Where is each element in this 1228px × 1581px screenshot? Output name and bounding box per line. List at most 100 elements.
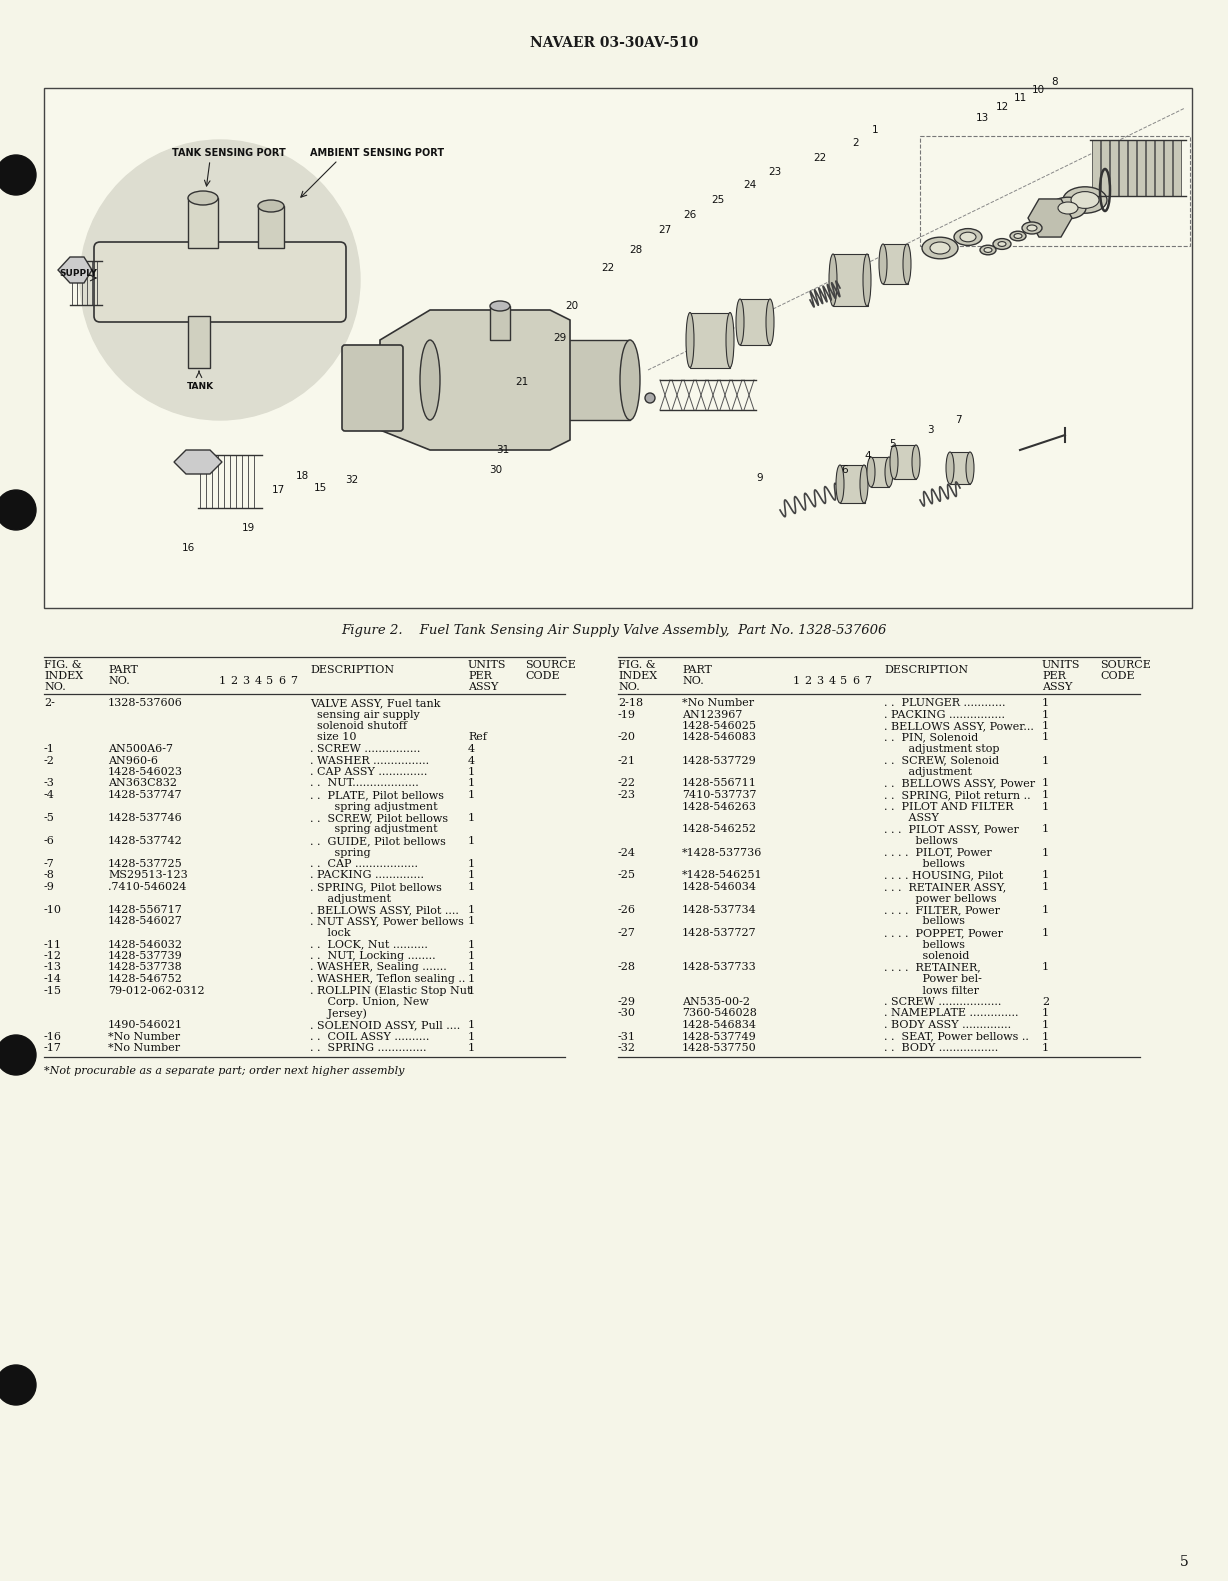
Text: . .  BODY .................: . . BODY ................. [884,1043,998,1053]
Text: 29: 29 [554,334,566,343]
Text: 7410-537737: 7410-537737 [682,790,756,800]
Text: 1: 1 [1043,825,1049,835]
Text: 16: 16 [182,542,194,553]
Text: -11: -11 [44,939,61,950]
Ellipse shape [954,229,982,245]
Text: 1: 1 [468,813,475,824]
Text: 3: 3 [817,677,824,686]
Circle shape [80,141,360,421]
Text: 1428-546752: 1428-546752 [108,974,183,983]
Text: 1: 1 [1043,928,1049,938]
Text: 1: 1 [1043,732,1049,743]
Ellipse shape [998,242,1006,247]
Text: 1328-537606: 1328-537606 [108,697,183,708]
Text: 1: 1 [468,985,475,996]
Text: *Not procurable as a separate part; order next higher assembly: *Not procurable as a separate part; orde… [44,1067,404,1077]
Bar [188,316,210,368]
Ellipse shape [1063,187,1106,213]
Text: AN363C832: AN363C832 [108,778,177,789]
Text: . .  LOCK, Nut ..........: . . LOCK, Nut .......... [309,939,427,950]
Text: 1: 1 [1043,697,1049,708]
Bar [430,340,630,421]
Text: AN123967: AN123967 [682,710,743,719]
Text: 5: 5 [840,677,847,686]
Polygon shape [174,451,222,474]
Text: 1428-537742: 1428-537742 [108,836,183,846]
Text: . SCREW ................: . SCREW ................ [309,745,420,754]
Text: 1428-546034: 1428-546034 [682,882,756,892]
Circle shape [0,1364,36,1406]
Ellipse shape [960,232,976,242]
Text: NO.: NO. [618,681,640,692]
Bar [44,89,1192,609]
Ellipse shape [686,313,694,367]
Text: 23: 23 [769,168,782,177]
Text: adjustment: adjustment [884,767,973,776]
Bar [1156,141,1163,196]
FancyBboxPatch shape [343,345,403,432]
Text: 1: 1 [468,904,475,915]
Text: -12: -12 [44,952,61,961]
Bar [1110,141,1117,196]
Bar [950,452,970,484]
Text: 31: 31 [496,444,510,455]
Text: -19: -19 [618,710,636,719]
Text: 1: 1 [1043,802,1049,811]
FancyBboxPatch shape [95,242,346,323]
Text: 11: 11 [1013,93,1027,103]
Text: bellows: bellows [884,917,965,926]
Circle shape [0,1036,36,1075]
Text: 27: 27 [658,225,672,236]
Text: SUPPLY: SUPPLY [59,269,97,278]
Text: 4: 4 [468,745,475,754]
Text: 9: 9 [756,473,764,484]
Text: *No Number: *No Number [108,1031,181,1042]
Text: 1428-537739: 1428-537739 [108,952,183,961]
Text: 12: 12 [996,103,1008,112]
Text: 22: 22 [602,262,615,274]
Text: -23: -23 [618,790,636,800]
Text: AN960-6: AN960-6 [108,756,158,765]
Text: . . . .  RETAINER,: . . . . RETAINER, [884,963,981,972]
Bar [920,136,1190,247]
Ellipse shape [922,237,958,259]
Text: -14: -14 [44,974,61,983]
Text: 1: 1 [1043,847,1049,857]
Text: FIG. &: FIG. & [44,659,81,670]
Text: . .  NUT...................: . . NUT................... [309,778,419,789]
Ellipse shape [1059,202,1078,213]
Text: 1: 1 [468,871,475,881]
Text: . . . .  POPPET, Power: . . . . POPPET, Power [884,928,1003,938]
Polygon shape [58,258,92,283]
Text: -31: -31 [618,1031,636,1042]
Text: 1: 1 [468,1043,475,1053]
Text: 1428-546252: 1428-546252 [682,825,756,835]
Text: 1428-556711: 1428-556711 [682,778,756,789]
Text: -32: -32 [618,1043,636,1053]
Text: ASSY: ASSY [1043,681,1072,692]
Text: 1428-556717: 1428-556717 [108,904,183,915]
Text: 2: 2 [804,677,812,686]
Text: VALVE ASSY, Fuel tank: VALVE ASSY, Fuel tank [309,697,441,708]
Ellipse shape [1071,191,1099,209]
Text: 1: 1 [468,963,475,972]
Text: . PACKING ..............: . PACKING .............. [309,871,424,881]
Text: bellows: bellows [884,939,965,950]
Text: INDEX: INDEX [618,670,657,681]
Text: -26: -26 [618,904,636,915]
Text: 1428-546834: 1428-546834 [682,1020,756,1029]
Text: 1: 1 [872,125,878,134]
Text: . BELLOWS ASSY, Power...: . BELLOWS ASSY, Power... [884,721,1034,730]
Text: 30: 30 [490,465,502,474]
Ellipse shape [1050,198,1086,218]
Text: . WASHER ................: . WASHER ................ [309,756,429,765]
Text: 1428-546023: 1428-546023 [108,767,183,776]
Text: . CAP ASSY ..............: . CAP ASSY .............. [309,767,427,776]
Text: CODE: CODE [526,670,560,681]
Text: NO.: NO. [682,677,704,686]
Text: . NAMEPLATE ..............: . NAMEPLATE .............. [884,1009,1018,1018]
Ellipse shape [867,457,876,487]
Ellipse shape [620,340,640,421]
Text: . WASHER, Teflon sealing ..: . WASHER, Teflon sealing .. [309,974,465,983]
Text: 1: 1 [1043,790,1049,800]
